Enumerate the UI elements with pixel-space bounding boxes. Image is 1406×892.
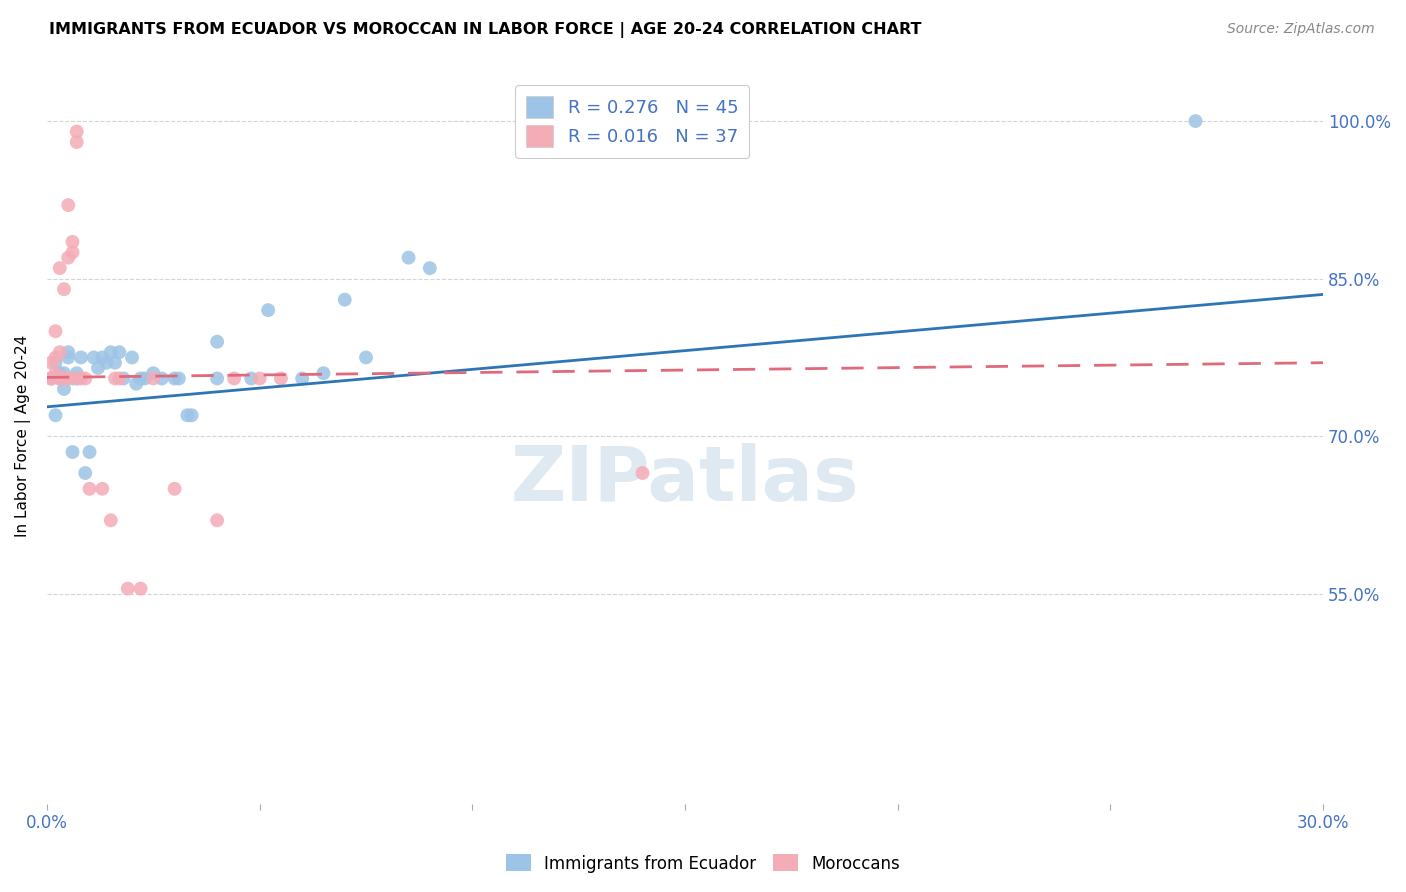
Text: ZIPatlas: ZIPatlas xyxy=(510,443,859,517)
Point xyxy=(58,251,80,265)
Point xyxy=(79,445,101,459)
Point xyxy=(180,409,202,423)
Point xyxy=(44,324,66,338)
Point xyxy=(83,351,105,365)
Point xyxy=(112,371,135,385)
Text: Source: ZipAtlas.com: Source: ZipAtlas.com xyxy=(1227,22,1375,37)
Point xyxy=(224,371,246,385)
Point xyxy=(39,371,62,385)
Point xyxy=(39,371,62,385)
Point xyxy=(62,245,84,260)
Point xyxy=(58,351,80,365)
Point xyxy=(53,371,76,385)
Point xyxy=(240,371,263,385)
Point xyxy=(75,371,97,385)
Point xyxy=(142,366,165,380)
Point xyxy=(129,582,152,596)
Point xyxy=(291,371,314,385)
Point xyxy=(48,261,70,276)
Point xyxy=(205,334,228,349)
Point xyxy=(205,371,228,385)
Point xyxy=(44,366,66,380)
Point xyxy=(108,371,131,385)
Legend: Immigrants from Ecuador, Moroccans: Immigrants from Ecuador, Moroccans xyxy=(499,847,907,880)
Point xyxy=(39,371,62,385)
Point xyxy=(87,361,110,376)
Point xyxy=(354,351,377,365)
Point xyxy=(53,282,76,296)
Point xyxy=(312,366,335,380)
Point xyxy=(66,371,89,385)
Legend: R = 0.276   N = 45, R = 0.016   N = 37: R = 0.276 N = 45, R = 0.016 N = 37 xyxy=(516,85,749,158)
Point xyxy=(96,356,118,370)
Point xyxy=(58,345,80,359)
Point xyxy=(100,513,122,527)
Point xyxy=(108,345,131,359)
Point xyxy=(48,345,70,359)
Point xyxy=(44,351,66,365)
Point xyxy=(48,366,70,380)
Point xyxy=(53,366,76,380)
Point xyxy=(75,466,97,480)
Point xyxy=(44,409,66,423)
Point xyxy=(79,482,101,496)
Point xyxy=(62,445,84,459)
Point xyxy=(117,582,139,596)
Point xyxy=(91,482,114,496)
Point xyxy=(270,371,292,385)
Point xyxy=(176,409,198,423)
Point xyxy=(48,371,70,385)
Point xyxy=(66,371,89,385)
Point xyxy=(39,356,62,370)
Y-axis label: In Labor Force | Age 20-24: In Labor Force | Age 20-24 xyxy=(15,335,31,537)
Point xyxy=(70,371,93,385)
Point xyxy=(419,261,441,276)
Point xyxy=(1184,114,1206,128)
Point xyxy=(167,371,190,385)
Point xyxy=(142,371,165,385)
Point xyxy=(62,235,84,249)
Point xyxy=(129,371,152,385)
Point xyxy=(53,371,76,385)
Point xyxy=(398,251,420,265)
Point xyxy=(125,376,148,391)
Point xyxy=(163,482,186,496)
Point xyxy=(631,466,654,480)
Point xyxy=(58,198,80,212)
Point xyxy=(66,366,89,380)
Point xyxy=(163,371,186,385)
Point xyxy=(70,351,93,365)
Point xyxy=(53,382,76,396)
Point xyxy=(104,356,127,370)
Point xyxy=(48,371,70,385)
Point xyxy=(100,345,122,359)
Point xyxy=(150,371,173,385)
Point xyxy=(249,371,271,385)
Point xyxy=(205,513,228,527)
Point xyxy=(333,293,356,307)
Point xyxy=(91,351,114,365)
Point xyxy=(48,371,70,385)
Point xyxy=(104,371,127,385)
Point xyxy=(66,124,89,138)
Point xyxy=(257,303,280,318)
Point xyxy=(44,356,66,370)
Point xyxy=(134,371,156,385)
Point xyxy=(121,351,143,365)
Point xyxy=(62,371,84,385)
Text: IMMIGRANTS FROM ECUADOR VS MOROCCAN IN LABOR FORCE | AGE 20-24 CORRELATION CHART: IMMIGRANTS FROM ECUADOR VS MOROCCAN IN L… xyxy=(49,22,922,38)
Point xyxy=(58,371,80,385)
Point xyxy=(66,135,89,149)
